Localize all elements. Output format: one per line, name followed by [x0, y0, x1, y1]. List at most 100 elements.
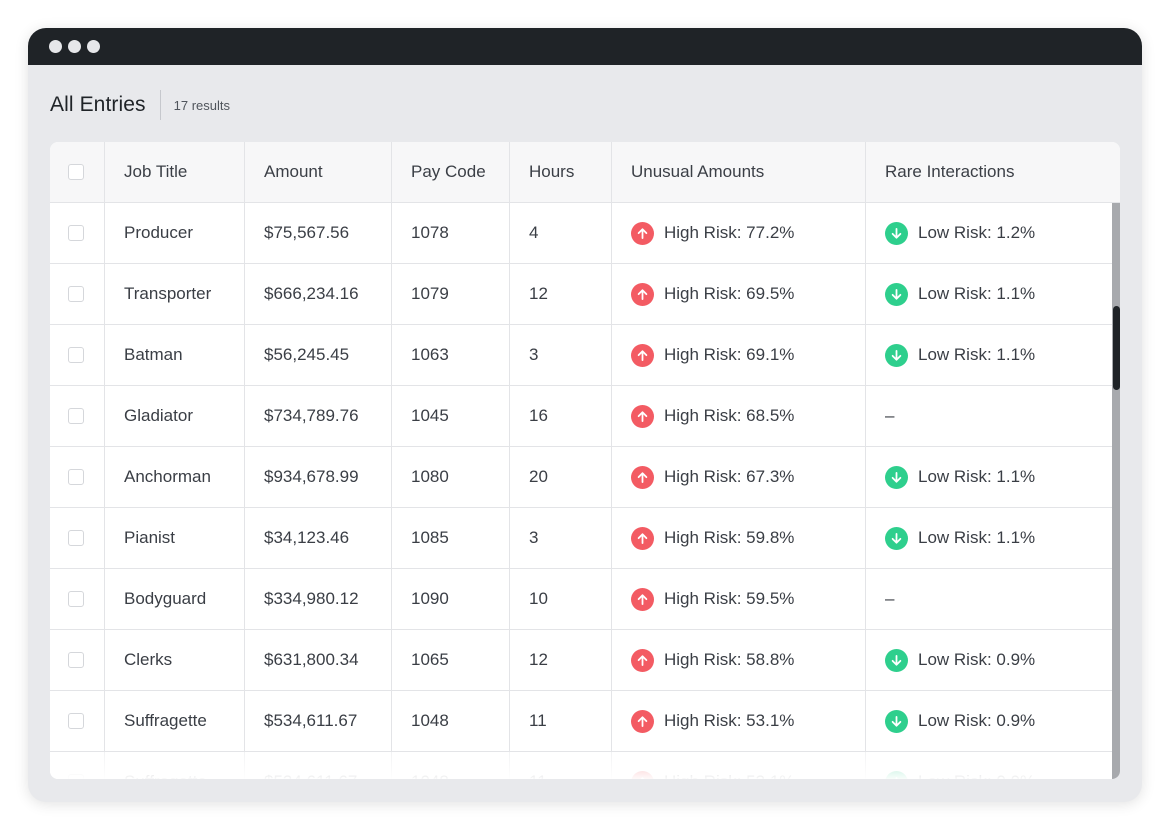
- rare-interactions-value: Low Risk: 1.1%: [918, 467, 1036, 486]
- table-row[interactable]: Pianist $34,123.46 1085 3 High Risk: 59.…: [50, 508, 1120, 569]
- hours-cell: 11: [510, 691, 612, 751]
- row-checkbox[interactable]: [68, 347, 84, 363]
- amount: $534,611.67: [264, 772, 357, 779]
- row-checkbox[interactable]: [68, 652, 84, 668]
- rare-interactions-value: Low Risk: 1.2%: [918, 223, 1036, 242]
- pay-code: 1079: [411, 284, 449, 303]
- unusual-amounts-cell: High Risk: 58.8%: [612, 630, 866, 690]
- rare-interactions-cell: Low Risk: 1.1%: [866, 264, 1120, 324]
- table-row[interactable]: Clerks $631,800.34 1065 12 High Risk: 58…: [50, 630, 1120, 691]
- row-checkbox[interactable]: [68, 713, 84, 729]
- column-header-hours[interactable]: Hours: [510, 142, 612, 202]
- job-title-cell: Gladiator: [105, 386, 245, 446]
- pay-code-cell: 1078: [392, 203, 510, 263]
- row-select-cell: [50, 447, 105, 507]
- amount-cell: $75,567.56: [245, 203, 392, 263]
- amount: $734,789.76: [264, 406, 359, 425]
- row-select-cell: [50, 569, 105, 629]
- unusual-amounts-value: High Risk: 53.1%: [664, 711, 795, 730]
- hours: 3: [529, 528, 539, 547]
- unusual-amounts-cell: High Risk: 59.5%: [612, 569, 866, 629]
- table-row[interactable]: Suffragette $534,611.67 1048 11 High Ris…: [50, 691, 1120, 752]
- amount-cell: $56,245.45: [245, 325, 392, 385]
- job-title: Suffragette: [124, 772, 207, 779]
- arrow-up-icon: [631, 526, 654, 550]
- job-title: Producer: [124, 223, 193, 242]
- hours: 16: [529, 406, 548, 425]
- column-header-pay-code[interactable]: Pay Code: [392, 142, 510, 202]
- rare-interactions-value: –: [885, 406, 895, 425]
- row-select-cell: [50, 325, 105, 385]
- select-all-checkbox[interactable]: [68, 164, 84, 180]
- row-checkbox[interactable]: [68, 408, 84, 424]
- page-header: All Entries 17 results: [50, 90, 230, 120]
- hours: 10: [529, 589, 548, 608]
- unusual-amounts-value: High Risk: 58.8%: [664, 650, 795, 669]
- entries-table: Job Title Amount Pay Code Hours Unusual …: [50, 142, 1120, 779]
- job-title-cell: Batman: [105, 325, 245, 385]
- header-divider: [159, 90, 161, 120]
- unusual-amounts-value: High Risk: 68.5%: [664, 406, 795, 425]
- pay-code: 1078: [411, 223, 449, 242]
- table-row[interactable]: Anchorman $934,678.99 1080 20 High Risk:…: [50, 447, 1120, 508]
- job-title-cell: Pianist: [105, 508, 245, 568]
- job-title-cell: Suffragette: [105, 691, 245, 751]
- row-checkbox[interactable]: [68, 591, 84, 607]
- table-row[interactable]: Suffragette $534,611.67 1048 11 High Ris…: [50, 752, 1120, 779]
- arrow-up-icon: [631, 587, 654, 611]
- arrow-up-icon: [631, 648, 654, 672]
- window-control-dot[interactable]: [49, 40, 62, 53]
- column-header-unusual-amounts[interactable]: Unusual Amounts: [612, 142, 866, 202]
- window-control-dot[interactable]: [87, 40, 100, 53]
- row-checkbox[interactable]: [68, 530, 84, 546]
- arrow-up-icon: [631, 343, 654, 367]
- hours: 11: [529, 711, 547, 730]
- table-row[interactable]: Bodyguard $334,980.12 1090 10 High Risk:…: [50, 569, 1120, 630]
- rare-interactions-value: Low Risk: 1.1%: [918, 345, 1036, 364]
- rare-interactions-value: –: [885, 589, 895, 608]
- rare-interactions-value: Low Risk: 0.9%: [918, 772, 1035, 779]
- pay-code-cell: 1090: [392, 569, 510, 629]
- job-title-cell: Producer: [105, 203, 245, 263]
- scrollbar-track[interactable]: [1112, 203, 1120, 779]
- amount: $934,678.99: [264, 467, 359, 486]
- amount-cell: $534,611.67: [245, 691, 392, 751]
- rare-interactions-cell: Low Risk: 1.1%: [866, 508, 1120, 568]
- job-title-cell: Suffragette: [105, 752, 245, 779]
- arrow-down-icon: [885, 221, 908, 245]
- scrollbar-thumb[interactable]: [1113, 306, 1120, 390]
- job-title-cell: Bodyguard: [105, 569, 245, 629]
- rare-interactions-cell: Low Risk: 0.9%: [866, 752, 1120, 779]
- table-row[interactable]: Gladiator $734,789.76 1045 16 High Risk:…: [50, 386, 1120, 447]
- unusual-amounts-value: High Risk: 67.3%: [664, 467, 795, 486]
- row-checkbox[interactable]: [68, 225, 84, 241]
- unusual-amounts-value: High Risk: 59.8%: [664, 528, 795, 547]
- column-header-job-title[interactable]: Job Title: [105, 142, 245, 202]
- job-title-cell: Transporter: [105, 264, 245, 324]
- row-checkbox[interactable]: [68, 774, 84, 779]
- job-title: Clerks: [124, 650, 173, 669]
- hours: 3: [529, 345, 539, 364]
- rare-interactions-cell: Low Risk: 0.9%: [866, 630, 1120, 690]
- job-title: Transporter: [124, 284, 212, 303]
- column-header-rare-interactions[interactable]: Rare Interactions: [885, 162, 1015, 181]
- rare-interactions-value: Low Risk: 0.9%: [918, 711, 1036, 730]
- unusual-amounts-cell: High Risk: 69.1%: [612, 325, 866, 385]
- unusual-amounts-cell: High Risk: 53.1%: [612, 752, 866, 779]
- row-checkbox[interactable]: [68, 469, 84, 485]
- amount: $666,234.16: [264, 284, 359, 303]
- amount-cell: $666,234.16: [245, 264, 392, 324]
- unusual-amounts-value: High Risk: 59.5%: [664, 589, 795, 608]
- column-header-amount[interactable]: Amount: [245, 142, 392, 202]
- table-row[interactable]: Transporter $666,234.16 1079 12 High Ris…: [50, 264, 1120, 325]
- table-row[interactable]: Producer $75,567.56 1078 4 High Risk: 77…: [50, 203, 1120, 264]
- pay-code: 1048: [411, 711, 449, 730]
- row-checkbox[interactable]: [68, 286, 84, 302]
- rare-interactions-cell: Low Risk: 0.9%: [866, 691, 1120, 751]
- row-select-cell: [50, 752, 105, 779]
- arrow-up-icon: [631, 404, 654, 428]
- hours-cell: 12: [510, 264, 612, 324]
- amount: $75,567.56: [264, 223, 350, 242]
- table-row[interactable]: Batman $56,245.45 1063 3 High Risk: 69.1…: [50, 325, 1120, 386]
- window-control-dot[interactable]: [68, 40, 81, 53]
